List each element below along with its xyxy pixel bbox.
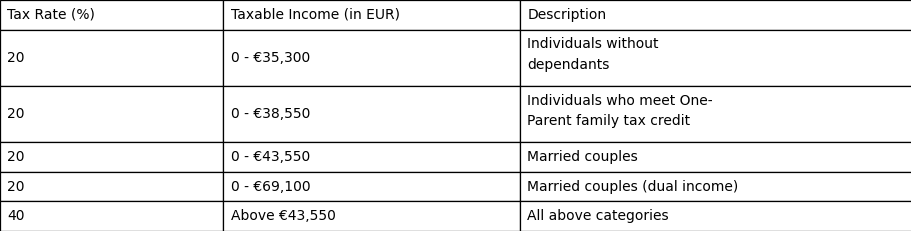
- Bar: [519, 201, 911, 231]
- Text: Individuals without
dependants: Individuals without dependants: [527, 37, 658, 72]
- Text: Above €43,550: Above €43,550: [230, 209, 335, 223]
- Bar: [223, 86, 519, 142]
- Bar: [0, 86, 223, 142]
- Bar: [0, 172, 223, 201]
- Bar: [0, 142, 223, 172]
- Bar: [223, 201, 519, 231]
- Bar: [519, 0, 911, 30]
- Bar: [519, 142, 911, 172]
- Text: Tax Rate (%): Tax Rate (%): [7, 8, 95, 22]
- Text: Taxable Income (in EUR): Taxable Income (in EUR): [230, 8, 399, 22]
- Text: All above categories: All above categories: [527, 209, 668, 223]
- Text: 0 - €38,550: 0 - €38,550: [230, 107, 310, 121]
- Text: 0 - €43,550: 0 - €43,550: [230, 150, 310, 164]
- Text: 20: 20: [7, 180, 25, 194]
- Bar: [0, 0, 223, 30]
- Text: Married couples: Married couples: [527, 150, 637, 164]
- Bar: [0, 30, 223, 86]
- Text: 20: 20: [7, 107, 25, 121]
- Text: Description: Description: [527, 8, 606, 22]
- Bar: [223, 142, 519, 172]
- Bar: [223, 0, 519, 30]
- Bar: [223, 30, 519, 86]
- Text: 0 - €69,100: 0 - €69,100: [230, 180, 310, 194]
- Bar: [0, 201, 223, 231]
- Text: 20: 20: [7, 51, 25, 65]
- Text: Individuals who meet One-
Parent family tax credit: Individuals who meet One- Parent family …: [527, 94, 712, 128]
- Text: 20: 20: [7, 150, 25, 164]
- Text: 40: 40: [7, 209, 25, 223]
- Text: 0 - €35,300: 0 - €35,300: [230, 51, 310, 65]
- Bar: [223, 172, 519, 201]
- Text: Married couples (dual income): Married couples (dual income): [527, 180, 738, 194]
- Bar: [519, 172, 911, 201]
- Bar: [519, 86, 911, 142]
- Bar: [519, 30, 911, 86]
